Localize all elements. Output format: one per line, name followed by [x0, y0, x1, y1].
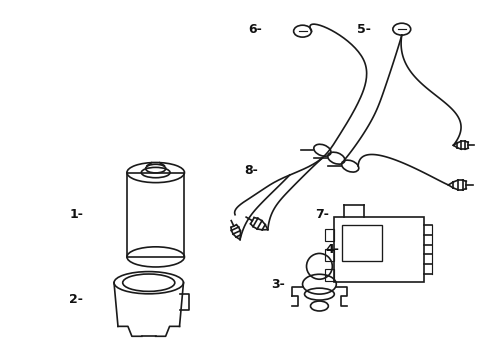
Bar — [325, 229, 334, 241]
Bar — [325, 249, 334, 261]
Text: 3-: 3- — [271, 278, 285, 291]
Bar — [342, 225, 382, 261]
Text: 7-: 7- — [316, 208, 329, 221]
Bar — [325, 269, 334, 281]
Text: 5-: 5- — [357, 23, 371, 36]
Text: 4-: 4- — [325, 243, 339, 256]
Text: 1-: 1- — [70, 208, 83, 221]
Bar — [334, 217, 424, 282]
Text: 8-: 8- — [244, 163, 258, 176]
Text: 2-: 2- — [70, 293, 83, 306]
Text: 6-: 6- — [248, 23, 262, 36]
Bar — [127, 172, 184, 257]
